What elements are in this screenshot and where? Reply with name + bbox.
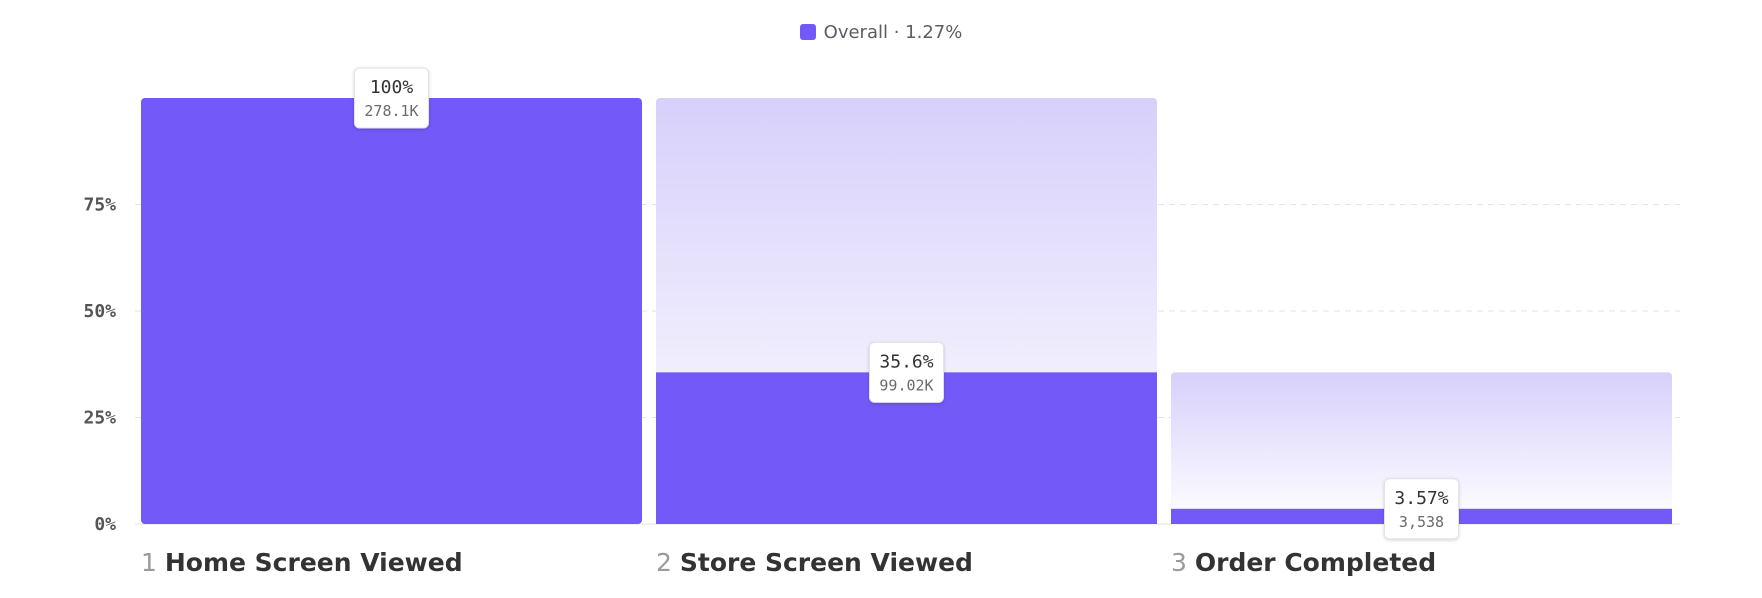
data-label: 100% 278.1K xyxy=(354,67,429,129)
y-tick-label: 50% xyxy=(83,301,116,322)
step-label: 2 Store Screen Viewed xyxy=(656,548,973,577)
chart-legend[interactable]: Overall · 1.27% xyxy=(0,22,1762,43)
legend-label-overall: Overall · 1.27% xyxy=(823,22,963,43)
step-name: Home Screen Viewed xyxy=(165,548,463,577)
step-name: Order Completed xyxy=(1195,548,1436,577)
data-label: 35.6% 99.02K xyxy=(869,341,944,403)
data-label-count: 3,538 xyxy=(1399,513,1444,531)
step-name: Store Screen Viewed xyxy=(680,548,973,577)
conversion-bar xyxy=(141,98,642,524)
step-number: 1 xyxy=(141,548,165,577)
y-tick-label: 25% xyxy=(83,408,116,429)
data-label-count: 99.02K xyxy=(879,376,933,394)
step-label: 1 Home Screen Viewed xyxy=(141,548,463,577)
dropoff-bar xyxy=(1171,372,1672,524)
data-label-count: 278.1K xyxy=(364,102,418,120)
y-tick-label: 75% xyxy=(83,195,116,216)
data-label-percent: 35.6% xyxy=(879,351,933,372)
data-label: 3.57% 3,538 xyxy=(1384,478,1459,540)
x-axis-labels: 1 Home Screen Viewed 2 Store Screen Viewe… xyxy=(141,548,1436,577)
step-number: 2 xyxy=(656,548,680,577)
data-label-percent: 100% xyxy=(370,77,414,98)
y-tick-label: 0% xyxy=(94,514,116,535)
bars xyxy=(141,98,1672,524)
step-number: 3 xyxy=(1171,548,1195,577)
y-axis: 0% 25% 50% 75% xyxy=(83,195,116,536)
data-label-box xyxy=(354,67,429,129)
data-label-percent: 3.57% xyxy=(1394,488,1448,509)
step-label: 3 Order Completed xyxy=(1171,548,1436,577)
data-label-box xyxy=(869,341,944,403)
data-label-box xyxy=(1384,478,1459,540)
data-labels: 100% 278.1K 35.6% 99.02K 3.57% 3,538 xyxy=(354,67,1459,540)
legend-swatch-overall xyxy=(799,24,816,40)
